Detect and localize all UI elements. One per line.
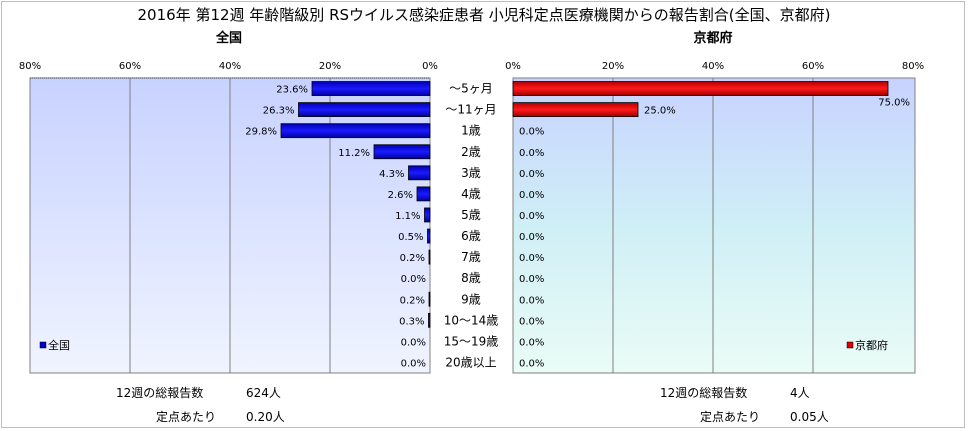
category-label: 9歳	[461, 292, 481, 306]
footer-right-total-label: 12週の総報告数	[660, 385, 747, 400]
bar-zenkoku	[311, 81, 431, 96]
bar-zenkoku	[428, 249, 431, 265]
data-label-kyoto: 0.0%	[519, 148, 544, 159]
bar-zenkoku	[298, 102, 431, 118]
bar-zenkoku	[416, 186, 431, 202]
category-label: 10～14歳	[444, 313, 499, 327]
data-label-zenkoku: 23.6%	[276, 85, 308, 96]
data-label-kyoto: 0.0%	[519, 358, 544, 369]
footer-left-per-label: 定点あたり	[156, 409, 216, 424]
data-label-zenkoku: 0.3%	[399, 316, 424, 327]
category-label: 1歳	[461, 124, 481, 138]
data-label-kyoto: 0.0%	[519, 127, 544, 138]
bar-zenkoku	[428, 312, 431, 328]
data-label-kyoto: 75.0%	[878, 98, 910, 109]
bar-zenkoku	[373, 144, 431, 160]
bar-zenkoku	[424, 207, 431, 223]
data-label-kyoto: 0.0%	[519, 190, 544, 201]
x-tick-label-left: 20%	[319, 61, 341, 72]
footer-right-per-label: 定点あたり	[700, 409, 760, 424]
x-tick-label-right: 80%	[902, 61, 924, 72]
bar-kyoto	[512, 81, 889, 96]
legend-label-kyoto: 京都府	[855, 338, 888, 352]
category-label: 20歳以上	[445, 355, 496, 369]
x-tick-label-left: 0%	[422, 61, 438, 72]
data-label-kyoto: 0.0%	[519, 253, 544, 264]
data-label-zenkoku: 0.0%	[401, 337, 426, 348]
footer-left-total-value: 624人	[246, 386, 281, 400]
bar-kyoto	[512, 102, 639, 118]
data-label-kyoto: 0.0%	[519, 169, 544, 180]
x-tick-label-left: 80%	[19, 61, 41, 72]
x-tick-label-left: 40%	[219, 61, 241, 72]
x-tick-label-right: 60%	[802, 61, 824, 72]
legend-label-zenkoku: 全国	[48, 338, 70, 352]
data-label-zenkoku: 0.5%	[398, 232, 423, 243]
category-label: 3歳	[461, 166, 481, 180]
x-tick-label-left: 60%	[119, 61, 141, 72]
data-label-kyoto: 0.0%	[519, 295, 544, 306]
footer-right-per-value: 0.05人	[790, 410, 829, 424]
category-label: ～11ヶ月	[445, 103, 496, 117]
data-label-kyoto: 25.0%	[644, 106, 676, 117]
footer-left-per-value: 0.20人	[246, 410, 285, 424]
category-label: 6歳	[461, 229, 481, 243]
data-label-kyoto: 0.0%	[519, 316, 544, 327]
data-label-zenkoku: 4.3%	[379, 169, 404, 180]
category-label: 5歳	[461, 208, 481, 222]
legend-swatch-zenkoku	[39, 341, 47, 349]
data-label-zenkoku: 26.3%	[263, 106, 295, 117]
legend-swatch-kyoto	[846, 341, 854, 349]
category-label: 8歳	[461, 271, 481, 285]
x-tick-label-right: 20%	[602, 61, 624, 72]
right-plot-area	[512, 77, 916, 374]
data-label-zenkoku: 0.0%	[401, 358, 426, 369]
left-subtitle: 全国	[215, 30, 242, 46]
data-label-zenkoku: 0.2%	[400, 295, 425, 306]
data-label-zenkoku: 1.1%	[395, 211, 420, 222]
category-label: 2歳	[461, 145, 481, 159]
data-label-zenkoku: 0.2%	[400, 253, 425, 264]
data-label-zenkoku: 29.8%	[245, 127, 277, 138]
data-label-kyoto: 0.0%	[519, 232, 544, 243]
footer-left-total-label: 12週の総報告数	[116, 385, 203, 400]
x-tick-label-right: 40%	[702, 61, 724, 72]
data-label-zenkoku: 11.2%	[338, 148, 370, 159]
category-label: 15～19歳	[444, 334, 499, 348]
bar-zenkoku	[280, 123, 431, 139]
data-label-kyoto: 0.0%	[519, 274, 544, 285]
bar-zenkoku	[408, 165, 431, 181]
right-subtitle: 京都府	[693, 30, 732, 46]
data-label-kyoto: 0.0%	[519, 211, 544, 222]
data-label-zenkoku: 0.0%	[401, 274, 426, 285]
category-label: 7歳	[461, 250, 481, 264]
bar-zenkoku	[428, 291, 431, 307]
chart-title: 2016年 第12週 年齢階級別 RSウイルス感染症患者 小児科定点医療機関から…	[138, 6, 831, 24]
footer-right-total-value: 4人	[790, 386, 810, 400]
bar-zenkoku	[427, 228, 431, 244]
x-tick-label-right: 0%	[505, 61, 521, 72]
category-label: 4歳	[461, 187, 481, 201]
category-label: ～5ヶ月	[449, 82, 493, 96]
data-label-kyoto: 0.0%	[519, 337, 544, 348]
data-label-zenkoku: 2.6%	[388, 190, 413, 201]
